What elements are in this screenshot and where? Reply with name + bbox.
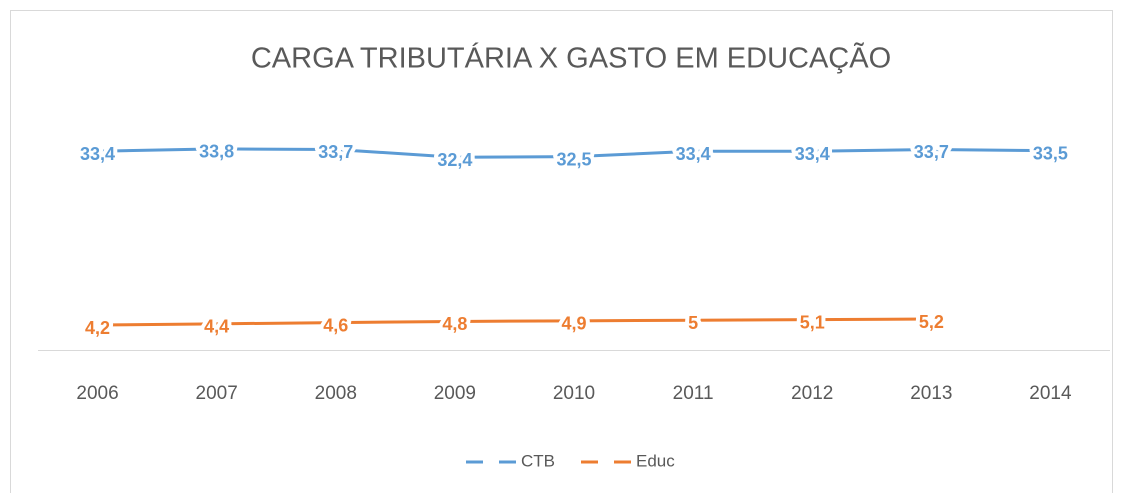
x-tick-label: 2008: [315, 383, 357, 404]
x-tick-label: 2007: [196, 383, 238, 404]
x-tick-label: 2009: [434, 383, 476, 404]
data-label: 33,5: [1033, 143, 1068, 163]
data-label: 4,8: [442, 314, 467, 334]
series-line: [96, 147, 1052, 159]
data-label: 33,8: [199, 142, 234, 162]
legend-label: CTB: [521, 451, 555, 470]
data-label: 33,4: [80, 144, 115, 164]
chart-border: [10, 10, 1113, 493]
data-label: 5,1: [800, 312, 825, 332]
series-line: [96, 317, 933, 327]
x-tick-label: 2012: [791, 383, 833, 404]
data-label: 32,5: [556, 149, 591, 169]
data-label: 5,2: [919, 312, 944, 332]
data-label: 4,2: [85, 318, 110, 338]
data-label: 4,9: [561, 314, 586, 334]
x-tick-label: 2014: [1029, 383, 1072, 404]
x-tick-label: 2013: [910, 383, 952, 404]
data-label: 4,6: [323, 315, 348, 335]
legend-label: Educ: [636, 451, 675, 470]
x-tick-label: 2011: [673, 383, 714, 404]
data-label: 33,7: [318, 142, 353, 162]
x-tick-label: 2006: [76, 383, 118, 404]
data-label: 4,4: [204, 317, 229, 337]
data-label: 32,4: [437, 150, 472, 170]
data-label: 33,4: [676, 144, 711, 164]
data-label: 33,4: [795, 144, 830, 164]
chart-title: CARGA TRIBUTÁRIA X GASTO EM EDUCAÇÃO: [251, 41, 891, 75]
data-label: 5: [688, 313, 698, 333]
x-tick-label: 2010: [553, 383, 595, 404]
data-label: 33,7: [914, 142, 949, 162]
